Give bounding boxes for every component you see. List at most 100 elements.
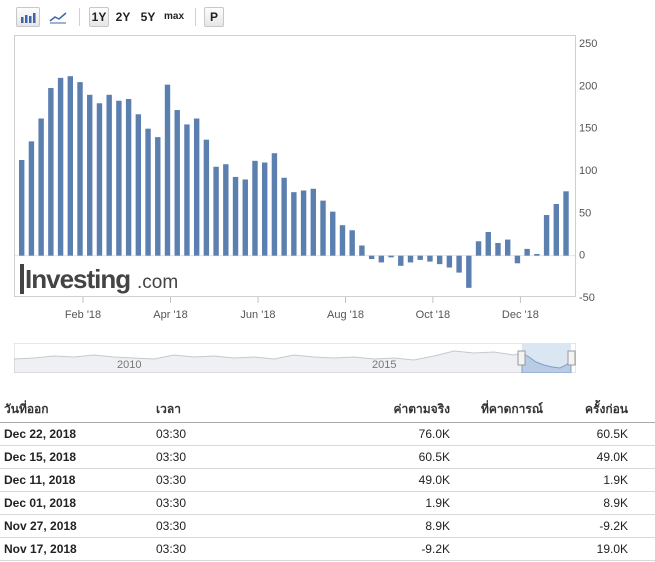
bar[interactable]: [427, 255, 433, 262]
bar[interactable]: [281, 177, 287, 256]
range-1y-button[interactable]: 1Y: [89, 7, 109, 27]
p-button[interactable]: P: [204, 7, 224, 27]
bar[interactable]: [368, 255, 375, 260]
row-previous: 60.5K: [596, 427, 628, 441]
bar[interactable]: [407, 255, 414, 263]
bar[interactable]: [203, 139, 210, 256]
bar[interactable]: [485, 231, 491, 256]
y-tick-label: -50: [579, 292, 595, 304]
bar[interactable]: [417, 255, 423, 260]
bar[interactable]: [48, 88, 54, 256]
row-time: 03:30: [156, 519, 187, 533]
bar[interactable]: [466, 255, 472, 288]
header-release-date[interactable]: วันที่ออก: [4, 402, 49, 416]
bar[interactable]: [524, 248, 530, 256]
bar[interactable]: [388, 255, 394, 258]
range-max-button[interactable]: max: [161, 7, 187, 27]
bar[interactable]: [164, 84, 171, 256]
table-row: Dec 11, 2018 03:30 49.0K 1.9K: [0, 469, 655, 492]
bar[interactable]: [145, 128, 151, 256]
bar[interactable]: [262, 162, 268, 256]
bar[interactable]: [339, 225, 346, 256]
row-previous: 19.0K: [596, 542, 628, 556]
bar[interactable]: [359, 245, 365, 256]
bar[interactable]: [184, 124, 190, 256]
bar[interactable]: [310, 188, 316, 256]
bar[interactable]: [543, 215, 550, 256]
time-navigator[interactable]: 2010 2015: [13, 342, 577, 374]
bar[interactable]: [495, 242, 501, 256]
row-time: 03:30: [156, 496, 187, 510]
bar[interactable]: [38, 118, 44, 256]
row-time: 03:30: [156, 427, 187, 441]
bar[interactable]: [320, 200, 326, 256]
bar[interactable]: [300, 190, 307, 256]
bar[interactable]: [252, 160, 258, 256]
line-chart-button[interactable]: [46, 7, 70, 27]
header-forecast[interactable]: ที่คาดการณ์: [480, 402, 543, 416]
table-row: Dec 22, 2018 03:30 76.0K 60.5K: [0, 423, 655, 446]
chart-toolbar: 1Y 2Y 5Y max P: [0, 0, 655, 34]
bar[interactable]: [174, 110, 180, 256]
range-2y-label: 2Y: [115, 10, 131, 24]
navigator-right-handle[interactable]: [567, 350, 576, 366]
bar[interactable]: [135, 114, 142, 256]
bar[interactable]: [514, 255, 521, 264]
bar-chart-button[interactable]: [16, 7, 40, 27]
bar[interactable]: [28, 141, 35, 256]
bar[interactable]: [125, 99, 132, 256]
bar[interactable]: [87, 94, 93, 256]
bar[interactable]: [505, 239, 511, 256]
bar[interactable]: [116, 100, 122, 256]
y-axis: 250 200 150 100 50 0 -50: [579, 38, 597, 304]
bar[interactable]: [534, 253, 540, 256]
bar[interactable]: [456, 255, 462, 273]
table-row: Dec 01, 2018 03:30 1.9K 8.9K: [0, 492, 655, 515]
x-tick-label: Feb '18: [65, 309, 101, 321]
bar[interactable]: [19, 159, 25, 256]
bar[interactable]: [67, 76, 73, 256]
row-time: 03:30: [156, 450, 187, 464]
investing-watermark: Investing .com: [20, 264, 178, 294]
bar[interactable]: [232, 176, 239, 256]
bar[interactable]: [106, 94, 112, 256]
bar[interactable]: [349, 230, 355, 256]
bar-chart: Investing .com: [14, 35, 576, 297]
bar[interactable]: [96, 103, 103, 256]
range-2y-button[interactable]: 2Y: [113, 7, 133, 27]
row-date: Nov 27, 2018: [4, 519, 77, 533]
bar[interactable]: [398, 255, 404, 266]
bar[interactable]: [213, 166, 219, 256]
navigator-left-handle[interactable]: [517, 350, 526, 366]
y-tick-label: 250: [579, 38, 597, 50]
header-previous[interactable]: ครั้งก่อน: [584, 402, 628, 416]
bar[interactable]: [77, 82, 83, 256]
bar[interactable]: [291, 192, 297, 256]
bar[interactable]: [553, 204, 559, 256]
bar[interactable]: [446, 255, 453, 268]
bar[interactable]: [378, 255, 385, 263]
range-5y-button[interactable]: 5Y: [138, 7, 158, 27]
chart-axes: 250 200 150 100 50 0 -50 Feb '18 Apr '18 Jun '18…: [65, 38, 598, 321]
y-tick-label: 200: [579, 80, 597, 92]
table-row: Dec 15, 2018 03:30 60.5K 49.0K: [0, 446, 655, 469]
bar[interactable]: [242, 179, 248, 256]
bar[interactable]: [57, 77, 64, 256]
bar-chart-icon: [21, 13, 36, 23]
navigator-label-2015: 2015: [372, 359, 396, 371]
table-row: Nov 17, 2018 03:30 -9.2K 19.0K: [0, 538, 655, 561]
y-tick-label: 0: [579, 250, 585, 262]
header-time[interactable]: เวลา: [156, 402, 181, 416]
bar[interactable]: [271, 153, 278, 256]
row-actual: 49.0K: [418, 473, 450, 487]
bar[interactable]: [563, 191, 569, 256]
bar[interactable]: [223, 164, 229, 256]
bar[interactable]: [475, 241, 482, 256]
bar[interactable]: [330, 211, 336, 256]
header-actual[interactable]: ค่าตามจริง: [393, 402, 450, 416]
bar[interactable]: [155, 137, 161, 256]
bar[interactable]: [193, 118, 200, 256]
table-body: Dec 22, 2018 03:30 76.0K 60.5K Dec 15, 2018 0…: [0, 423, 655, 561]
bar[interactable]: [436, 255, 443, 265]
row-date: Dec 22, 2018: [4, 427, 77, 441]
